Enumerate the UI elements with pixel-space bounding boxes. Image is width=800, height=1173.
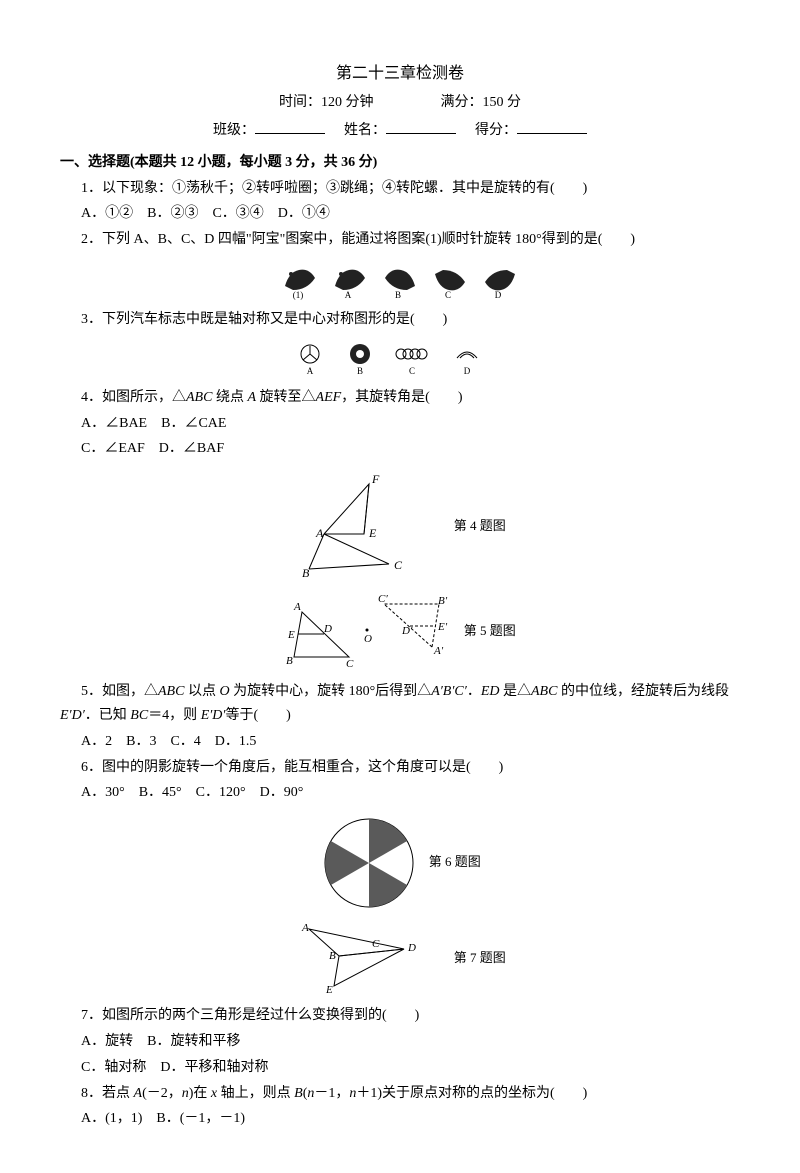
question-8: 8．若点 A(－2，n)在 x 轴上，则点 B(n－1，n＋1)关于原点对称的点… [60, 1082, 740, 1106]
svg-text:D: D [464, 366, 471, 376]
question-6-figure: 第 6 题图 [60, 813, 740, 913]
question-5-options: A．2 B．3 C．4 D．1.5 [60, 730, 740, 754]
svg-text:F: F [371, 472, 380, 486]
question-4-options-2: C．∠EAF D．∠BAF [60, 437, 740, 461]
svg-text:D: D [323, 623, 332, 635]
two-triangles-icon: A B C D E [294, 921, 444, 996]
question-6: 6．图中的阴影旋转一个角度后，能互相重合，这个角度可以是( ) [60, 756, 740, 780]
question-3: 3．下列汽车标志中既是轴对称又是中心对称图形的是( ) [60, 308, 740, 332]
info-line: 班级： 姓名： 得分： [60, 119, 740, 143]
svg-text:C′: C′ [378, 593, 388, 605]
question-1: 1．以下现象：①荡秋千；②转呼啦圈；③跳绳；④转陀螺．其中是旋转的有( ) [60, 177, 740, 201]
full-value: 150 分 [483, 95, 522, 110]
svg-text:C: C [445, 290, 451, 300]
abao-row-icon: (1) A B C D [270, 260, 530, 300]
svg-text:E′: E′ [437, 621, 448, 633]
triangle-rotation-icon: A B C E F [294, 469, 444, 584]
svg-text:C: C [372, 938, 380, 950]
question-6-caption: 第 6 题图 [429, 854, 481, 869]
question-7: 7．如图所示的两个三角形是经过什么变换得到的( ) [60, 1004, 740, 1028]
question-2: 2．下列 A、B、C、D 四幅"阿宝"图案中，能通过将图案(1)顺时针旋转 18… [60, 228, 740, 252]
svg-text:B: B [286, 655, 293, 667]
svg-text:C: C [394, 558, 403, 572]
svg-text:E: E [325, 984, 333, 996]
section-heading: 一、选择题(本题共 12 小题，每小题 3 分，共 36 分) [60, 151, 740, 175]
question-4-caption: 第 4 题图 [454, 518, 506, 533]
svg-text:C: C [409, 366, 415, 376]
question-7-options-2: C．轴对称 D．平移和轴对称 [60, 1056, 740, 1080]
name-label: 姓名： [344, 123, 386, 138]
question-8-options: A．(1，1) B．(－1，－1) [60, 1107, 740, 1131]
question-5: 5．如图，△ABC 以点 O 为旋转中心，旋转 180°后得到△A′B′C′．E… [60, 680, 740, 728]
class-label: 班级： [213, 123, 255, 138]
time-value: 120 分钟 [321, 95, 374, 110]
svg-text:A: A [307, 366, 314, 376]
question-7-options-1: A．旋转 B．旋转和平移 [60, 1030, 740, 1054]
question-4-figure: A B C E F 第 4 题图 [60, 469, 740, 584]
question-6-options: A．30° B．45° C．120° D．90° [60, 781, 740, 805]
full-label: 满分： [441, 95, 483, 110]
svg-text:D′: D′ [401, 625, 413, 637]
question-1-options: A．①② B．②③ C．③④ D．①④ [60, 202, 740, 226]
svg-text:A′: A′ [433, 645, 444, 657]
svg-text:A: A [345, 290, 352, 300]
score-blank[interactable] [517, 119, 587, 134]
svg-text:B: B [395, 290, 401, 300]
svg-text:B: B [329, 950, 336, 962]
svg-text:A: A [315, 526, 324, 540]
svg-text:A: A [301, 922, 309, 934]
midline-rotation-icon: A B C D E O A′ B′ C′ D′ E′ [284, 592, 454, 672]
svg-text:B′: B′ [438, 595, 448, 607]
svg-text:A: A [293, 601, 301, 613]
time-label: 时间： [279, 95, 321, 110]
question-4-options-1: A．∠BAE B．∠CAE [60, 412, 740, 436]
question-3-figures: A B C D [60, 340, 740, 378]
svg-text:D: D [407, 942, 416, 954]
score-label: 得分： [475, 123, 517, 138]
class-blank[interactable] [255, 119, 325, 134]
question-2-figures: (1) A B C D [60, 260, 740, 300]
question-7-caption: 第 7 题图 [454, 950, 506, 965]
question-4: 4．如图所示，△ABC 绕点 A 旋转至△AEF，其旋转角是( ) [60, 386, 740, 410]
svg-text:O: O [364, 633, 372, 645]
meta-line: 时间：120 分钟 满分：150 分 [60, 91, 740, 115]
name-blank[interactable] [386, 119, 456, 134]
svg-text:(1): (1) [293, 290, 304, 300]
svg-text:E: E [287, 629, 295, 641]
question-5-caption: 第 5 题图 [464, 623, 516, 638]
svg-text:B: B [302, 566, 310, 580]
svg-text:B: B [357, 366, 363, 376]
svg-text:C: C [346, 658, 354, 670]
car-logos-icon: A B C D [285, 340, 515, 378]
page-title: 第二十三章检测卷 [60, 60, 740, 87]
question-7-figure: A B C D E 第 7 题图 [60, 921, 740, 996]
pinwheel-icon [319, 813, 419, 913]
svg-text:D: D [495, 290, 502, 300]
question-5-figure: A B C D E O A′ B′ C′ D′ E′ 第 5 题图 [60, 592, 740, 672]
svg-text:E: E [368, 526, 377, 540]
